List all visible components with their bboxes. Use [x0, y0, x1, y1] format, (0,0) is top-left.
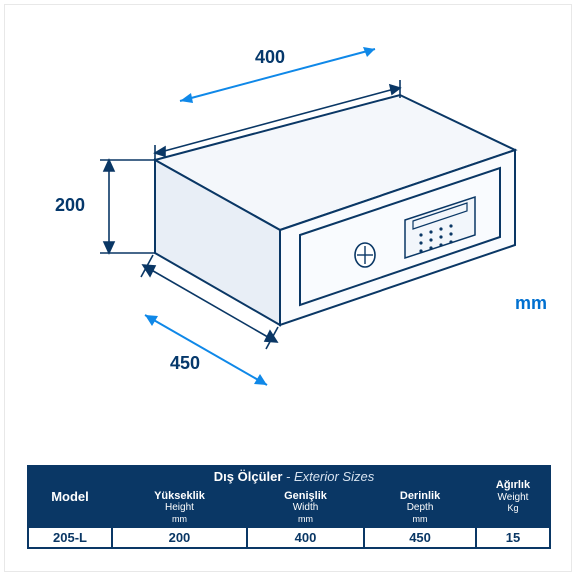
unit-label: mm: [515, 293, 547, 314]
dim-depth-label: 450: [170, 353, 200, 374]
table-header-row-1: Model Dış Ölçüler - Exterior Sizes Ağırl…: [28, 466, 550, 487]
spec-table: Model Dış Ölçüler - Exterior Sizes Ağırl…: [27, 465, 551, 549]
safe-box-svg: [5, 5, 573, 445]
col-weight: Ağırlık Weight Kg: [476, 466, 550, 527]
col-height: Yükseklik Height mm: [112, 487, 247, 527]
col-group-exterior: Dış Ölçüler - Exterior Sizes: [112, 466, 476, 487]
dim-width-label: 400: [255, 47, 285, 68]
col-model: Model: [28, 466, 112, 527]
cell-depth: 450: [364, 527, 476, 548]
col-depth: Derinlik Depth mm: [364, 487, 476, 527]
canvas: 400 200 450 mm Model Dış Ölçüler - Exter…: [4, 4, 572, 572]
dim-height-label: 200: [55, 195, 85, 216]
dimension-diagram: 400 200 450 mm: [5, 5, 573, 445]
cell-height: 200: [112, 527, 247, 548]
table-row: 205-L 200 400 450 15: [28, 527, 550, 548]
cell-width: 400: [247, 527, 364, 548]
cell-weight: 15: [476, 527, 550, 548]
cell-model: 205-L: [28, 527, 112, 548]
col-width: Genişlik Width mm: [247, 487, 364, 527]
